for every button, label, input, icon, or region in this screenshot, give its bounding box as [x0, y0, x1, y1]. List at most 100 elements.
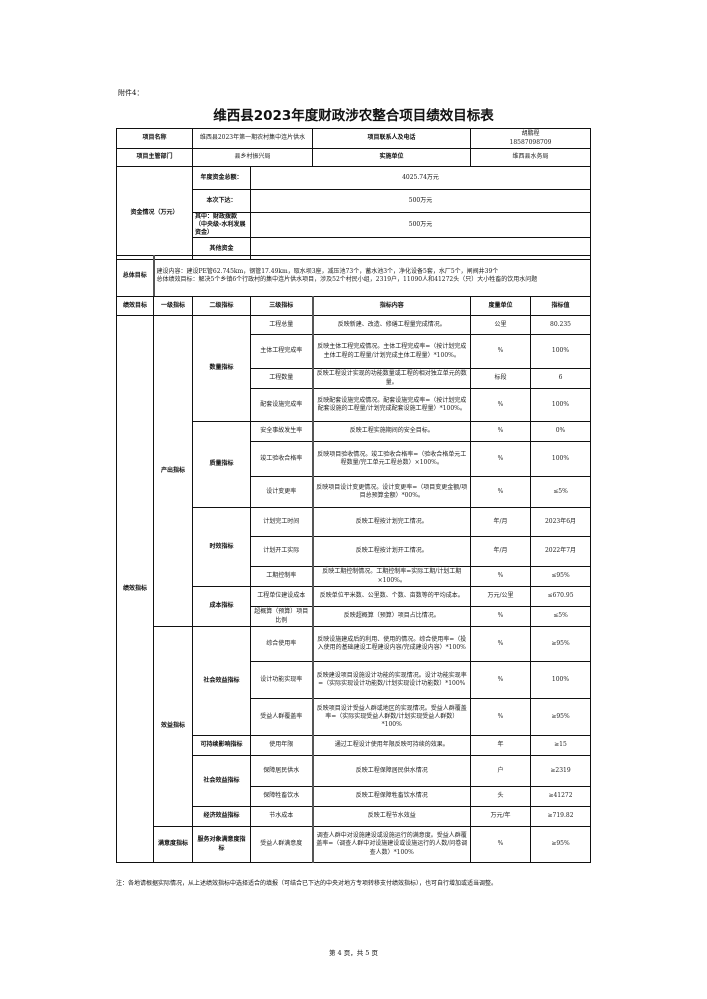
indicator-content: 反映工程按计划开工情况。 [311, 536, 471, 567]
level3-indicator: 综合使用率 [250, 626, 313, 662]
level3-indicator: 设计变更率 [250, 476, 313, 508]
indicator-value: 100% [530, 441, 591, 477]
measure-unit: 万元/年 [470, 806, 531, 827]
table-row: 计划开工实际 反映工程按计划开工情况。 年/月 2022年7月 [117, 536, 591, 567]
table-row: 效益指标 社会效益指标 综合使用率 反映设施建成后的利用、使用的情况。综合使用率=（投… [117, 626, 591, 827]
indicator-content: 反映新建、改造、修缮工程量完成情况。 [311, 315, 471, 335]
contact-label: 项目联系人及电话 [312, 128, 471, 149]
table-row: 质量指标 安全事故发生率 反映工程实施期间的安全目标。% 0% [117, 421, 591, 508]
level3-indicator: 设计功能实现率 [250, 661, 313, 699]
indicator-value: ≥95% [530, 626, 591, 662]
level2-indicator: 成本指标 [192, 586, 251, 627]
level2-indicator: 社会效益指标 [192, 626, 251, 736]
indicator-value: 80.235 [530, 315, 591, 335]
level3-indicator: 受益人群满意度 [250, 826, 313, 863]
indicator-content: 调查人群中对设施建设或设施运行的满意度。受益人群覆盖率=（调查人群中对设施建设或… [311, 826, 471, 863]
indicator-value: 6 [530, 368, 591, 389]
indicator-content: 反映工程实施期间的安全目标。 [311, 421, 471, 442]
level1-indicator: 效益指标 [153, 626, 193, 827]
table-row: 经济效益指标 节水成本 反映工程节水效益 万元/年 ≥719.82 [117, 806, 591, 827]
indicator-content: 反映建设项目设施设计功能的实现情况。设计功能实现率=（实际实现设计功能数/计划实… [311, 661, 471, 699]
indicator-value: 0% [530, 421, 591, 442]
measure-unit: % [470, 476, 531, 508]
project-info-table: 项目名称 维西县2023年第一期农村集中连片供水 项目联系人及电话 胡鹏程 185… [116, 128, 591, 261]
indicator-content: 反映设施建成后的利用、使用的情况。综合使用率=（投入使用的基础建设工程建设内容/… [311, 626, 471, 662]
indicator-value: 100% [530, 661, 591, 699]
table-row: 满意度指标 服务对象满意度指标 受益人群满意度 调查人群中对设施建设或设施运行的满意度… [117, 826, 591, 863]
level2-indicator: 质量指标 [192, 421, 251, 508]
indicator-value: 2023年6月 [530, 507, 591, 537]
indicator-value: 100% [530, 388, 591, 422]
indicator-content: 反映工程节水效益 [311, 806, 471, 827]
level2-indicator: 经济效益指标 [192, 806, 251, 827]
funds-row-value: 500万元 [250, 211, 591, 239]
contact-name: 胡鹏程 [521, 130, 540, 138]
table-row: 配套设施完成率 反映配套设施完成情况。配套设施完成率=（按计划完成配套设施的工程量… [117, 388, 591, 422]
indicator-content: 反映工程按计划完工情况。 [311, 507, 471, 537]
contact-phone: 18587098709 [509, 138, 552, 146]
table-row: 设计变更率 反映项目设计变更情况。设计变更率=（项目变更金额/项目总预算金额）*0… [117, 476, 591, 508]
table-row: 成本指标 工程单位建设成本 反映单位平米数、公里数、个数、亩数等的平均成本。 万元/公… [117, 586, 591, 627]
indicator-content: 反映工程保障居民供水情况 [311, 755, 471, 787]
column-header: 一级指标 [153, 296, 193, 316]
overall-goal-table: 总体目标 建设内容：建设PE管62.745km，钢管17.49km，取水坝3座，… [116, 255, 591, 297]
impl-label: 实施单位 [312, 148, 471, 167]
indicator-content: 反映工程保障牲畜饮水情况 [311, 786, 471, 807]
table-row: 主体工程完成率 反映主体工程完成情况。主体工程完成率=（按计划完成主体工程的工程量… [117, 334, 591, 369]
indicator-value: ≥2319 [530, 755, 591, 787]
level3-indicator: 保障居民供水 [250, 755, 313, 787]
measure-unit: 年/月 [470, 536, 531, 567]
column-header: 绩效目标 [116, 296, 154, 316]
indicator-content: 反映主体工程完成情况。主体工程完成率=（按计划完成主体工程的工程量/计划完成主体… [311, 334, 471, 369]
level2-indicator: 服务对象满意度指标 [192, 826, 251, 863]
table-row: 设计功能实现率 反映建设项目设施设计功能的实现情况。设计功能实现率=（实际实现设计… [117, 661, 591, 699]
measure-unit: % [470, 441, 531, 477]
indicator-value: ≥15 [530, 735, 591, 756]
measure-unit: % [470, 826, 531, 863]
measure-unit: % [470, 626, 531, 662]
indicator-content: 反映项目验收情况。竣工验收合格率=（验收合格单元工程数量/完工单元工程总数）×1… [311, 441, 471, 477]
level2-indicator: 时效指标 [192, 507, 251, 587]
funds-row-label: 本次下达： [192, 189, 251, 213]
level1-indicator: 满意度指标 [153, 826, 193, 863]
level3-indicator: 计划完工时间 [250, 507, 313, 537]
indicator-value: ≤95% [530, 566, 591, 587]
level3-indicator: 节水成本 [250, 806, 313, 827]
funds-row-value: 4025.74万元 [250, 166, 591, 190]
indicator-content: 反映单位平米数、公里数、个数、亩数等的平均成本。 [311, 586, 471, 607]
indicator-content: 反映超概算（预算）项目占比情况。 [311, 606, 471, 627]
column-header: 三级指标 [250, 296, 313, 316]
level1-indicator: 产出指标 [153, 315, 193, 627]
level2-indicator: 数量指标 [192, 315, 251, 422]
footnote: 注：各地请根据实际情况，从上述绩效指标中选择适合的填报（可结合已下达的中央对地方… [116, 880, 498, 887]
indicator-value: ≤670.95 [530, 586, 591, 607]
contact: 胡鹏程 18587098709 [470, 128, 591, 149]
table-row: 超概算（预算）项目比例 反映超概算（预算）项目占比情况。% ≤5% [117, 606, 591, 627]
indicator-value: ≥719.82 [530, 806, 591, 827]
header-row: 绩效目标 一级指标 二级指标 三级指标 指标内容 度量单位 指标值 [116, 296, 591, 316]
indicator-value: ≤5% [530, 476, 591, 508]
level3-indicator: 超概算（预算）项目比例 [250, 606, 313, 627]
level3-indicator: 保障牲畜饮水 [250, 786, 313, 807]
level3-indicator: 受益人群覆盖率 [250, 698, 313, 736]
measure-unit: % [470, 388, 531, 422]
funds-row-label: 其中：财政拨款（中央级-水利发展资金） [192, 211, 251, 239]
metrics-root: 绩效指标 [116, 315, 154, 863]
measure-unit: % [470, 606, 531, 627]
page-number: 第 4 页，共 5 页 [328, 949, 379, 957]
metrics-table: 绩效目标 一级指标 二级指标 三级指标 指标内容 度量单位 指标值 绩效指标 产出指标 数量指标工… [116, 296, 591, 863]
measure-unit: % [470, 698, 531, 736]
indicator-value: ≥95% [530, 826, 591, 863]
table-row: 工期控制率 反映工期控制情况。工期控制率=实际工期/计划工期×100%。% ≤95% [117, 566, 591, 587]
indicator-content: 通过工程设计使用年限反映可持续的效果。 [311, 735, 471, 756]
level3-indicator: 计划开工实际 [250, 536, 313, 567]
indicator-value: 2022年7月 [530, 536, 591, 567]
overall-content: 建设内容：建设PE管62.745km，钢管17.49km，取水坝3座，减压池73… [152, 255, 591, 297]
table-row: 保障牲畜饮水 反映工程保障牲畜饮水情况头 ≥41272 [117, 786, 591, 807]
overall-line2: 总体绩效目标：解决5个乡镇6个行政村的集中连片供水项目，涉及52个村民小组，23… [156, 276, 538, 283]
level3-indicator: 工期控制率 [250, 566, 313, 587]
indicator-content: 反映配套设施完成情况。配套设施完成率=（按计划完成配套设施的工程量/计划完成配套… [311, 388, 471, 422]
table-row: 社会效益指标 保障居民供水 反映工程保障居民供水情况户 ≥2319 [117, 755, 591, 807]
column-header: 指标内容 [311, 296, 471, 316]
measure-unit: 年/月 [470, 507, 531, 537]
